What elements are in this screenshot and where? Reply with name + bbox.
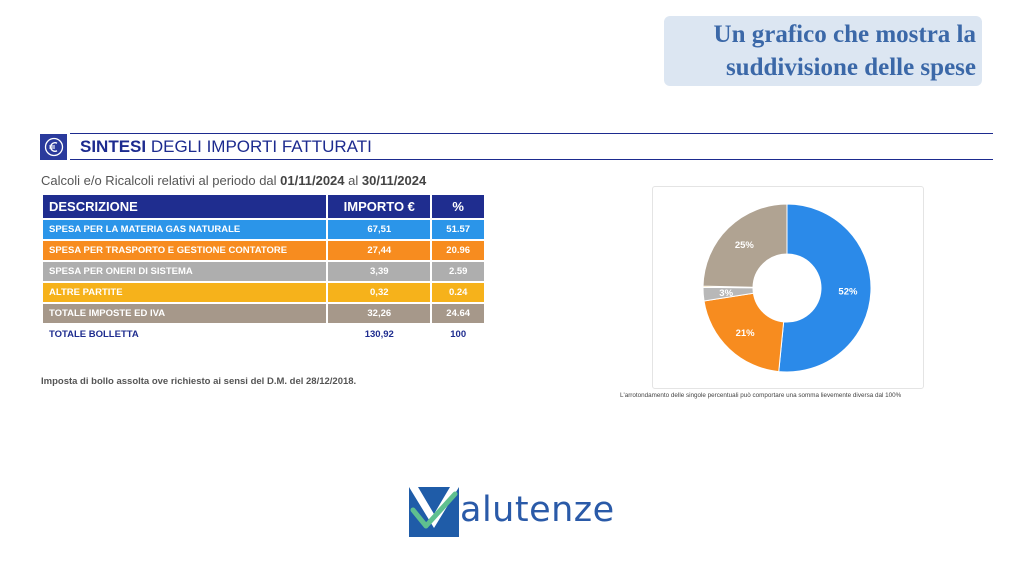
table-row: SPESA PER TRASPORTO E GESTIONE CONTATORE… bbox=[43, 241, 484, 260]
table-row: ALTRE PARTITE 0,32 0.24 bbox=[43, 283, 484, 302]
period-from: 01/11/2024 bbox=[280, 173, 345, 188]
period-middle: al bbox=[344, 173, 362, 188]
header-description: DESCRIZIONE bbox=[43, 195, 327, 218]
v-check-logo-icon bbox=[409, 487, 459, 537]
row-label: SPESA PER TRASPORTO E GESTIONE CONTATORE bbox=[43, 241, 327, 260]
callout-line-2: suddivisione delle spese bbox=[725, 54, 976, 81]
table-row: SPESA PER LA MATERIA GAS NATURALE 67,51 … bbox=[43, 220, 484, 239]
row-label: TOTALE IMPOSTE ED IVA bbox=[43, 304, 327, 323]
donut-slice bbox=[702, 203, 788, 288]
period-prefix: Calcoli e/o Ricalcoli relativi al period… bbox=[41, 173, 281, 188]
row-percent: 2.59 bbox=[432, 262, 484, 281]
row-amount: 3,39 bbox=[328, 262, 431, 281]
title-callout: Un grafico che mostra la suddivisione de… bbox=[664, 16, 982, 86]
table-header-row: DESCRIZIONE IMPORTO € % bbox=[43, 195, 484, 218]
billing-period: Calcoli e/o Ricalcoli relativi al period… bbox=[41, 173, 426, 188]
period-to: 30/11/2024 bbox=[361, 173, 427, 188]
donut-slice bbox=[778, 203, 872, 373]
total-percent: 100 bbox=[432, 325, 484, 344]
row-label: SPESA PER ONERI DI SISTEMA bbox=[43, 262, 327, 281]
table-total-row: TOTALE BOLLETTA 130,92 100 bbox=[43, 325, 484, 344]
euro-icon bbox=[40, 134, 67, 160]
row-amount: 67,51 bbox=[328, 220, 431, 239]
row-label: SPESA PER LA MATERIA GAS NATURALE bbox=[43, 220, 327, 239]
row-percent: 51.57 bbox=[432, 220, 484, 239]
stamp-duty-note: Imposta di bollo assolta ove richiesto a… bbox=[41, 376, 357, 387]
section-title: SINTESI DEGLI IMPORTI FATTURATI bbox=[80, 138, 372, 156]
donut-chart-frame: 52% 21% 3% 25% bbox=[652, 186, 924, 389]
donut-slice bbox=[703, 292, 785, 373]
total-amount: 130,92 bbox=[328, 325, 431, 344]
logo-wordmark: alutenze bbox=[460, 490, 615, 530]
table-row: SPESA PER ONERI DI SISTEMA 3,39 2.59 bbox=[43, 262, 484, 281]
donut-chart: 52% 21% 3% 25% bbox=[702, 203, 872, 373]
row-amount: 0,32 bbox=[328, 283, 431, 302]
section-title-bold: SINTESI bbox=[80, 137, 147, 156]
section-header: SINTESI DEGLI IMPORTI FATTURATI bbox=[40, 133, 993, 161]
row-percent: 0.24 bbox=[432, 283, 484, 302]
row-label: ALTRE PARTITE bbox=[43, 283, 327, 302]
header-rule-top bbox=[70, 133, 993, 134]
header-percent: % bbox=[432, 195, 484, 218]
donut-slice-label: 3% bbox=[719, 288, 733, 299]
donut-slice-label: 21% bbox=[736, 328, 756, 339]
header-rule-bottom bbox=[70, 159, 993, 160]
row-amount: 32,26 bbox=[328, 304, 431, 323]
donut-slice-label: 25% bbox=[735, 240, 755, 251]
header-amount: IMPORTO € bbox=[328, 195, 431, 218]
row-amount: 27,44 bbox=[328, 241, 431, 260]
callout-line-1: Un grafico che mostra la bbox=[713, 21, 976, 48]
donut-slice-label: 52% bbox=[838, 287, 858, 298]
total-label: TOTALE BOLLETTA bbox=[43, 325, 327, 344]
valutenze-logo: alutenze bbox=[408, 484, 648, 540]
section-title-rest: DEGLI IMPORTI FATTURATI bbox=[146, 137, 372, 156]
summary-table: DESCRIZIONE IMPORTO € % SPESA PER LA MAT… bbox=[41, 193, 486, 346]
table-row: TOTALE IMPOSTE ED IVA 32,26 24.64 bbox=[43, 304, 484, 323]
row-percent: 24.64 bbox=[432, 304, 484, 323]
row-percent: 20.96 bbox=[432, 241, 484, 260]
rounding-note: L'arrotondamento delle singole percentua… bbox=[620, 392, 902, 399]
